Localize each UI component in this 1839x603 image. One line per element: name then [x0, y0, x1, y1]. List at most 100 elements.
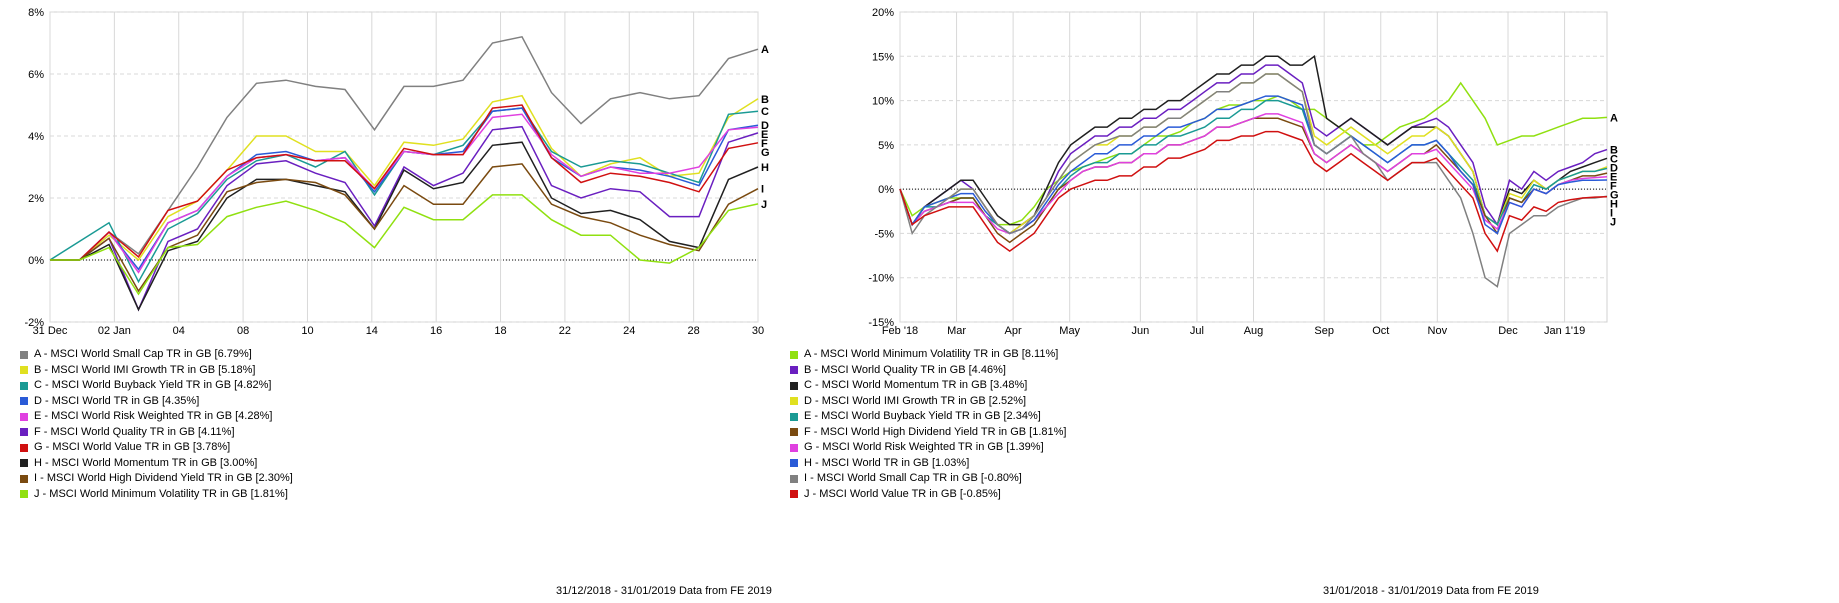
left-x-tick-label: 02 Jan — [98, 325, 131, 337]
left-x-tick-label: 24 — [623, 325, 635, 337]
legend-swatch — [20, 474, 28, 483]
legend-item: G - MSCI World Risk Weighted TR in GB [1… — [790, 440, 1066, 456]
legend-label: G - MSCI World Risk Weighted TR in GB [1… — [804, 441, 1044, 453]
left-x-tick-label: 14 — [366, 325, 378, 337]
legend-swatch — [20, 443, 28, 452]
footer-right: 31/01/2018 - 31/01/2019 Data from FE 201… — [1323, 585, 1539, 597]
legend-item: I - MSCI World High Dividend Yield TR in… — [20, 471, 293, 487]
left-x-tick-label: 31 Dec — [33, 325, 68, 337]
legend-item: C - MSCI World Momentum TR in GB [3.48%] — [790, 378, 1066, 394]
right-y-tick-label: 0% — [878, 184, 894, 196]
right-end-label-e: E — [1610, 172, 1617, 184]
legend-swatch — [790, 350, 798, 359]
right-x-tick-label: Aug — [1244, 325, 1264, 337]
legend-swatch — [790, 397, 798, 406]
legend-item: B - MSCI World IMI Growth TR in GB [5.18… — [20, 363, 293, 379]
left-x-tick-label: 04 — [173, 325, 185, 337]
right-x-tick-label: Mar — [947, 325, 966, 337]
right-end-label-d: D — [1610, 163, 1618, 175]
right-y-tick-label: 15% — [872, 51, 894, 63]
legend-label: I - MSCI World High Dividend Yield TR in… — [34, 472, 293, 484]
left-x-tick-label: 10 — [301, 325, 313, 337]
legend-left: A - MSCI World Small Cap TR in GB [6.79%… — [20, 347, 293, 502]
legend-swatch — [790, 459, 798, 468]
left-x-tick-label: 28 — [688, 325, 700, 337]
legend-label: H - MSCI World TR in GB [1.03%] — [804, 456, 970, 469]
right-end-label-b: B — [1610, 145, 1618, 157]
legend-label: D - MSCI World TR in GB [4.35%] — [34, 394, 200, 407]
right-x-tick-label: Jun — [1132, 325, 1150, 337]
legend-swatch — [20, 428, 28, 437]
legend-label: J - MSCI World Value TR in GB [-0.85%] — [804, 487, 1001, 500]
left-y-tick-label: 8% — [28, 7, 44, 19]
legend-label: C - MSCI World Momentum TR in GB [3.48%] — [804, 379, 1028, 391]
right-x-tick-label: Jul — [1190, 325, 1204, 337]
left-end-label-d: D — [761, 120, 769, 132]
right-end-label-g: G — [1610, 190, 1619, 202]
left-end-label-g: G — [761, 147, 770, 159]
legend-right: A - MSCI World Minimum Volatility TR in … — [790, 347, 1066, 502]
line-chart-right: -15% -10% -5% 0% 5% 10% 15% 20% Feb '18 Mar Apr May… — [868, 7, 1619, 337]
left-x-tick-label: 22 — [559, 325, 571, 337]
legend-item: A - MSCI World Small Cap TR in GB [6.79%… — [20, 347, 293, 363]
legend-item: D - MSCI World TR in GB [4.35%] — [20, 394, 293, 410]
footer-left: 31/12/2018 - 31/01/2019 Data from FE 201… — [556, 585, 772, 597]
legend-label: B - MSCI World IMI Growth TR in GB [5.18… — [34, 363, 256, 376]
legend-swatch — [790, 428, 798, 437]
right-x-tick-label: Oct — [1372, 325, 1389, 337]
legend-label: H - MSCI World Momentum TR in GB [3.00%] — [34, 456, 258, 469]
legend-swatch — [20, 366, 28, 375]
legend-label: G - MSCI World Value TR in GB [3.78%] — [34, 441, 231, 453]
legend-swatch — [20, 397, 28, 406]
right-y-tick-label: -5% — [874, 228, 894, 240]
left-series-line-d — [50, 107, 759, 271]
legend-label: D - MSCI World IMI Growth TR in GB [2.52… — [804, 394, 1027, 407]
legend-item: E - MSCI World Risk Weighted TR in GB [4… — [20, 409, 293, 425]
legend-swatch — [790, 490, 798, 499]
left-series-line-j — [50, 194, 759, 296]
right-x-tick-label: Feb '18 — [882, 325, 918, 337]
legend-item: E - MSCI World Buyback Yield TR in GB [2… — [790, 409, 1066, 425]
right-x-tick-label: Jan 1'19 — [1544, 325, 1585, 337]
legend-item: F - MSCI World High Dividend Yield TR in… — [790, 425, 1066, 441]
left-series-line-h — [50, 141, 759, 312]
legend-item: F - MSCI World Quality TR in GB [4.11%] — [20, 425, 293, 441]
legend-swatch — [790, 474, 798, 483]
legend-swatch — [790, 381, 798, 390]
left-end-label-j: J — [761, 199, 767, 211]
legend-item: J - MSCI World Value TR in GB [-0.85%] — [790, 487, 1066, 503]
right-x-tick-label: Dec — [1498, 325, 1518, 337]
left-end-label-b: B — [761, 94, 769, 106]
right-y-tick-label: -15% — [868, 317, 894, 329]
legend-label: J - MSCI World Minimum Volatility TR in … — [34, 487, 288, 500]
legend-item: D - MSCI World IMI Growth TR in GB [2.52… — [790, 394, 1066, 410]
legend-swatch — [790, 443, 798, 452]
left-end-label-h: H — [761, 162, 769, 174]
left-x-tick-label: 18 — [494, 325, 506, 337]
left-series-line-c — [49, 107, 759, 284]
right-y-tick-label: 10% — [872, 96, 894, 108]
right-end-label-c: C — [1610, 154, 1618, 166]
right-y-tick-label: -10% — [868, 273, 894, 285]
legend-swatch — [790, 366, 798, 375]
left-y-tick-label: 0% — [28, 255, 44, 267]
line-chart-left: -2% 0% 2% 4% 6% 8% 31 Dec 02 Jan 04 08 10 14 16 18 22 2… — [24, 7, 770, 337]
right-end-label-j: J — [1610, 217, 1616, 229]
right-end-label-i: I — [1610, 208, 1613, 220]
legend-swatch — [20, 412, 28, 421]
left-y-tick-label: 6% — [28, 69, 44, 81]
left-x-tick-label: 08 — [237, 325, 249, 337]
right-y-tick-label: 5% — [878, 140, 894, 152]
legend-swatch — [790, 412, 798, 421]
legend-swatch — [20, 381, 28, 390]
legend-label: A - MSCI World Minimum Volatility TR in … — [804, 348, 1059, 360]
left-x-tick-label: 16 — [430, 325, 442, 337]
legend-item: G - MSCI World Value TR in GB [3.78%] — [20, 440, 293, 456]
legend-label: F - MSCI World High Dividend Yield TR in… — [804, 425, 1067, 438]
right-end-label-h: H — [1610, 199, 1618, 211]
legend-swatch — [20, 350, 28, 359]
right-x-tick-label: Apr — [1005, 325, 1022, 337]
legend-swatch — [20, 490, 28, 499]
right-end-label-f: F — [1610, 181, 1617, 193]
right-y-tick-label: 20% — [872, 7, 894, 19]
